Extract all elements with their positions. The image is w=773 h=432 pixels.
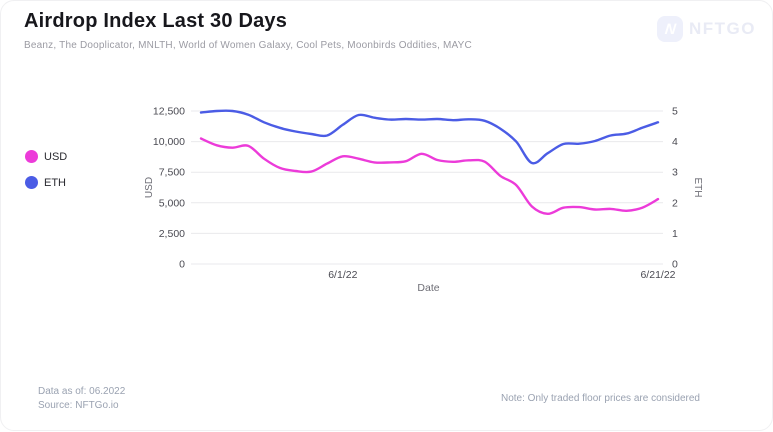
legend-item-usd[interactable]: USD bbox=[25, 150, 67, 163]
nftgo-logo-text: NFTGO bbox=[689, 19, 756, 38]
y-axis-tick-right: 5 bbox=[672, 106, 678, 118]
y-axis-tick-left: 10,000 bbox=[153, 136, 185, 148]
footer-meta: Data as of: 06.2022 Source: NFTGo.io bbox=[38, 385, 125, 413]
legend-item-eth[interactable]: ETH bbox=[25, 176, 67, 189]
data-as-of-text: Data as of: 06.2022 bbox=[38, 386, 126, 397]
y-axis-tick-right: 4 bbox=[672, 136, 678, 148]
y-axis-tick-left: 7,500 bbox=[159, 167, 185, 179]
footer-note: Note: Only traded floor prices are consi… bbox=[501, 393, 700, 404]
eth-series-line bbox=[199, 109, 660, 165]
source-text: Source: NFTGo.io bbox=[38, 400, 119, 411]
nftgo-logo-icon: N bbox=[657, 16, 683, 42]
y-axis-tick-left: 5,000 bbox=[159, 197, 185, 209]
legend-label-usd: USD bbox=[44, 150, 68, 163]
chart-legend: USD ETH bbox=[25, 150, 67, 202]
collections-subtitle: Beanz, The Dooplicator, MNLTH, World of … bbox=[24, 40, 472, 51]
y-axis-tick-right: 2 bbox=[672, 197, 678, 209]
x-axis-tick: 6/1/22 bbox=[328, 269, 357, 281]
y-axis-tick-right: 3 bbox=[672, 167, 678, 179]
y-axis-tick-right: 1 bbox=[672, 228, 678, 240]
y-axis-tick-right: 0 bbox=[672, 259, 678, 271]
nftgo-watermark: N NFTGO bbox=[657, 16, 756, 42]
x-axis-title: Date bbox=[417, 282, 439, 294]
y-axis-title-left: USD bbox=[144, 177, 155, 198]
y-axis-tick-left: 12,500 bbox=[153, 106, 185, 118]
eth-legend-dot-icon bbox=[25, 176, 38, 189]
usd-series-line bbox=[199, 137, 660, 215]
x-axis-tick: 6/21/22 bbox=[640, 269, 675, 281]
y-axis-title-right: ETH bbox=[692, 178, 703, 198]
y-axis-tick-left: 2,500 bbox=[159, 228, 185, 240]
y-axis-tick-left: 0 bbox=[179, 259, 185, 271]
legend-label-eth: ETH bbox=[44, 176, 66, 189]
header: Airdrop Index Last 30 Days Beanz, The Do… bbox=[24, 10, 472, 51]
page-title: Airdrop Index Last 30 Days bbox=[24, 10, 288, 32]
usd-legend-dot-icon bbox=[25, 150, 38, 163]
